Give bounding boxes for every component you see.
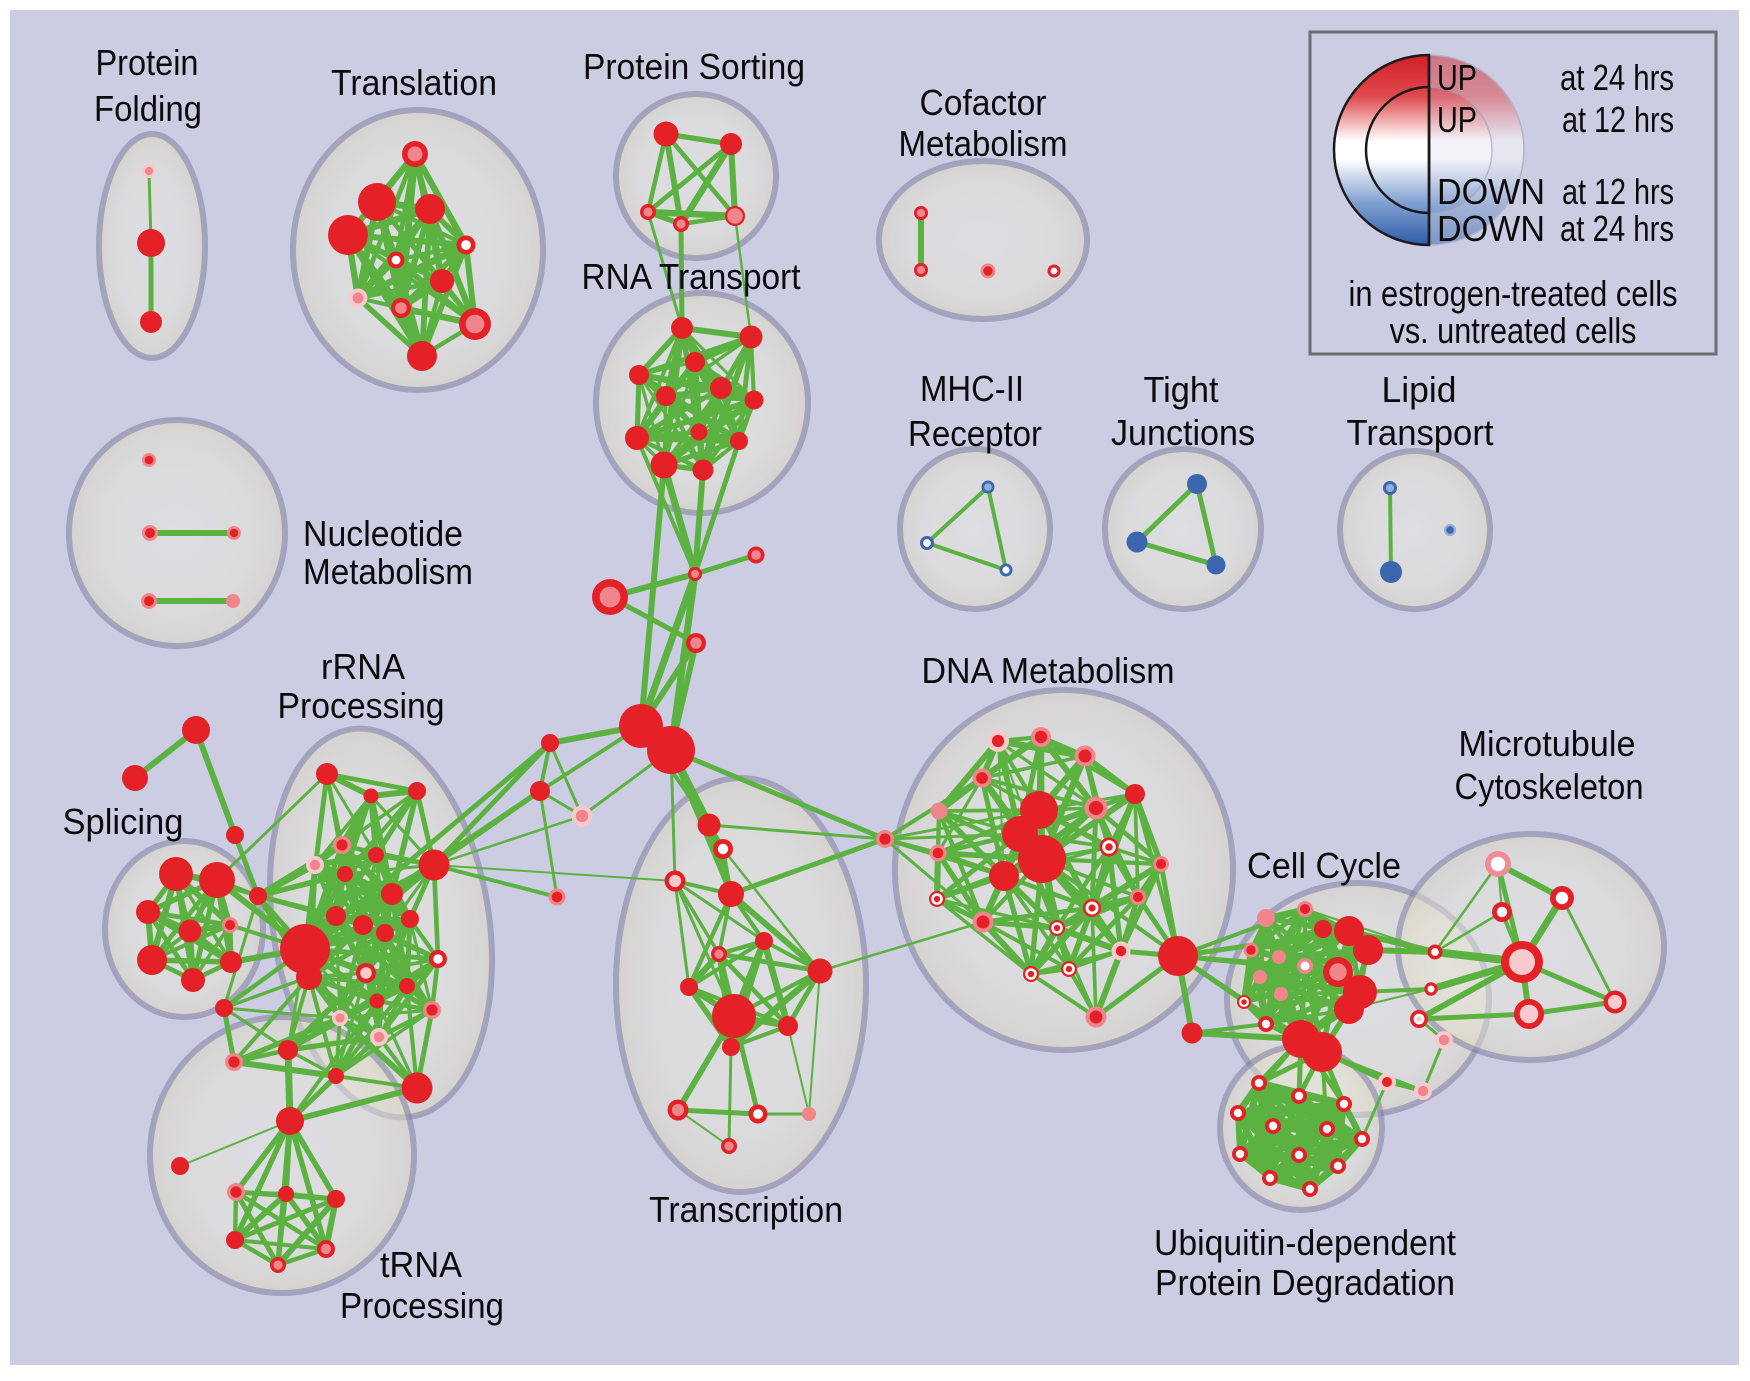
svg-text:RNA Transport: RNA Transport [582, 256, 801, 297]
svg-text:Junctions: Junctions [1111, 412, 1255, 453]
svg-text:vs. untreated cells: vs. untreated cells [1390, 310, 1637, 351]
svg-text:UP: UP [1437, 57, 1477, 98]
svg-text:Tight: Tight [1144, 369, 1219, 410]
svg-text:at 24 hrs: at 24 hrs [1560, 208, 1674, 249]
svg-text:Folding: Folding [94, 88, 202, 129]
svg-text:at 24 hrs: at 24 hrs [1560, 57, 1674, 98]
svg-text:Cofactor: Cofactor [920, 82, 1047, 123]
svg-text:Protein Sorting: Protein Sorting [583, 46, 805, 87]
svg-text:Lipid: Lipid [1382, 369, 1457, 410]
svg-text:Cytoskeleton: Cytoskeleton [1455, 766, 1644, 807]
svg-text:DOWN: DOWN [1437, 208, 1545, 249]
svg-text:Microtubule: Microtubule [1459, 723, 1636, 764]
svg-text:at 12 hrs: at 12 hrs [1562, 99, 1674, 140]
svg-text:Processing: Processing [278, 685, 445, 726]
svg-text:Nucleotide: Nucleotide [303, 513, 463, 554]
svg-text:in estrogen-treated cells: in estrogen-treated cells [1349, 273, 1678, 314]
svg-text:Receptor: Receptor [908, 413, 1042, 454]
svg-text:Cell Cycle: Cell Cycle [1247, 845, 1401, 886]
svg-text:MHC-II: MHC-II [920, 368, 1024, 409]
svg-text:Processing: Processing [340, 1285, 504, 1326]
svg-text:UP: UP [1437, 99, 1477, 140]
svg-text:DOWN: DOWN [1437, 171, 1545, 212]
svg-text:rRNA: rRNA [321, 646, 405, 687]
svg-text:Transcription: Transcription [649, 1189, 843, 1230]
svg-text:Translation: Translation [331, 62, 497, 103]
svg-text:Splicing: Splicing [63, 801, 184, 842]
svg-text:Metabolism: Metabolism [303, 551, 473, 592]
svg-text:Transport: Transport [1347, 412, 1494, 453]
svg-text:tRNA: tRNA [380, 1244, 462, 1285]
svg-text:DNA Metabolism: DNA Metabolism [922, 650, 1175, 691]
svg-text:Protein Degradation: Protein Degradation [1155, 1262, 1455, 1303]
svg-text:at 12 hrs: at 12 hrs [1562, 171, 1674, 212]
svg-text:Ubiquitin-dependent: Ubiquitin-dependent [1154, 1222, 1456, 1263]
svg-text:Metabolism: Metabolism [899, 123, 1068, 164]
svg-text:Protein: Protein [96, 42, 199, 83]
